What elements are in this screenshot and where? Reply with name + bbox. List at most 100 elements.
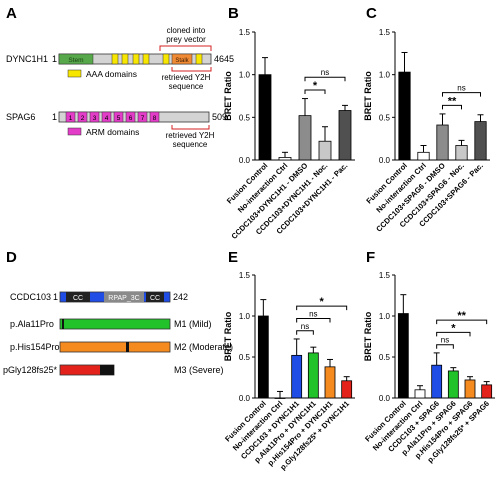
dync1h1-start: 1 bbox=[52, 54, 57, 64]
dync1h1-stem-domain bbox=[58, 53, 94, 65]
aaa-domain-3 bbox=[132, 53, 140, 65]
aaa-domain-1 bbox=[111, 53, 119, 65]
aaa-domain-6 bbox=[195, 53, 203, 65]
bar bbox=[481, 384, 493, 399]
ccdc103-cc-domain-1 bbox=[66, 292, 90, 302]
variant-1-name: p.Ala11Pro bbox=[10, 319, 54, 329]
spag6-end: 509 bbox=[212, 112, 227, 122]
variant-2-name: p.His154Pro bbox=[10, 342, 60, 352]
arm-domain-label: 1 bbox=[69, 115, 73, 122]
aaa-legend-swatch bbox=[67, 69, 82, 78]
y-tick-label: 1.0 bbox=[379, 71, 391, 80]
bar bbox=[318, 140, 332, 161]
ccdc103-name: CCDC103 bbox=[10, 292, 51, 302]
bar bbox=[398, 71, 411, 161]
ccdc103-rpap-label: RPAP_3C bbox=[108, 295, 139, 302]
y-tick-label: 1.5 bbox=[379, 271, 391, 280]
arm-domain-label: 8 bbox=[153, 115, 157, 122]
y-axis-label: BRET Ratio bbox=[223, 311, 233, 361]
spag6-name: SPAG6 bbox=[6, 112, 35, 122]
arm-domain-label: 7 bbox=[141, 115, 145, 122]
y-tick-label: 1.0 bbox=[379, 312, 391, 321]
bar bbox=[278, 157, 292, 161]
bar bbox=[447, 370, 459, 399]
y-axis-label: BRET Ratio bbox=[223, 71, 233, 121]
variant-1-bar bbox=[59, 318, 171, 330]
y-tick-label: 1.5 bbox=[379, 28, 391, 37]
significance-label: ns bbox=[321, 68, 329, 77]
panel-a-schematic: DYNC1H1 1 Stem Stalk 4645 cloned into pr… bbox=[6, 26, 234, 149]
arm-domain-6 bbox=[125, 111, 136, 123]
panel-letter-f: F bbox=[366, 249, 375, 266]
variant-2-label: M2 (Moderate) bbox=[174, 342, 233, 352]
significance-bracket bbox=[436, 344, 454, 349]
y-axis-label: BRET Ratio bbox=[363, 71, 373, 121]
bar bbox=[341, 380, 353, 399]
spag-retrieved-line1: retrieved Y2H bbox=[166, 131, 215, 140]
arm-domain-1 bbox=[65, 111, 76, 123]
arm-legend-label: ARM domains bbox=[86, 127, 139, 137]
variant-1-label: M1 (Mild) bbox=[174, 319, 212, 329]
significance-label: * bbox=[320, 296, 325, 308]
significance-bracket bbox=[296, 317, 331, 323]
significance-bracket bbox=[304, 89, 326, 95]
significance-bracket bbox=[442, 104, 462, 110]
y-tick-label: 0.0 bbox=[239, 394, 251, 403]
panel-letter-d: D bbox=[6, 249, 17, 266]
variant-2-mutation-mark bbox=[126, 342, 129, 352]
cloned-label-line1: cloned into bbox=[167, 26, 206, 35]
bar bbox=[258, 74, 272, 161]
bar bbox=[307, 352, 319, 399]
ccdc103-start: 1 bbox=[53, 292, 58, 302]
aaa-domain-4 bbox=[142, 53, 150, 65]
arm-domain-7 bbox=[137, 111, 148, 123]
significance-label: ** bbox=[457, 310, 466, 322]
aaa-domain-2 bbox=[121, 53, 129, 65]
dync1h1-stalk-domain bbox=[171, 53, 193, 65]
spag-retrieved-line2: sequence bbox=[173, 140, 208, 149]
arm-legend-swatch bbox=[67, 127, 82, 136]
ccdc103-cc-domain-2 bbox=[146, 292, 164, 302]
panel-letter-b: B bbox=[228, 5, 239, 22]
dync1h1-name: DYNC1H1 bbox=[6, 54, 48, 64]
significance-label: * bbox=[451, 322, 456, 334]
arm-domain-label: 6 bbox=[129, 115, 133, 122]
bar bbox=[464, 379, 476, 399]
bar bbox=[397, 313, 409, 399]
ccdc103-cc1-label: CC bbox=[73, 295, 83, 302]
panel-letter-c: C bbox=[366, 5, 377, 22]
arm-domain-label: 2 bbox=[81, 115, 85, 122]
panel-d-schematic: CCDC103 1 CC RPAP_3C CC 242 p.Ala11Pro M… bbox=[3, 291, 233, 376]
significance-bracket bbox=[436, 319, 488, 325]
bar bbox=[274, 397, 286, 399]
panel-letter-e: E bbox=[228, 249, 238, 266]
variant-3-name: pGly128fs25* bbox=[3, 365, 58, 375]
ccdc103-rpap-domain bbox=[104, 292, 144, 302]
aaa-legend-label: AAA domains bbox=[86, 69, 137, 79]
arm-domains: 1 2 3 4 5 6 7 8 bbox=[65, 111, 160, 123]
variant-3-label: M3 (Severe) bbox=[174, 365, 224, 375]
y-tick-label: 0.5 bbox=[239, 353, 251, 362]
y-tick-label: 1.0 bbox=[239, 71, 251, 80]
y-tick-label: 0.0 bbox=[379, 156, 391, 165]
significance-bracket bbox=[296, 305, 348, 311]
significance-label: ns bbox=[301, 322, 309, 331]
bar bbox=[455, 145, 468, 161]
significance-label: ns bbox=[457, 84, 465, 93]
cloned-bracket bbox=[159, 45, 212, 51]
spag6-start: 1 bbox=[52, 112, 57, 122]
bar bbox=[474, 121, 487, 161]
variant-1-mutation-mark bbox=[62, 319, 64, 329]
dync-retrieved-line1: retrieved Y2H bbox=[162, 73, 211, 82]
arm-domain-3 bbox=[89, 111, 100, 123]
y-tick-label: 0.5 bbox=[379, 353, 391, 362]
arm-domain-2 bbox=[77, 111, 88, 123]
bar bbox=[417, 151, 430, 161]
dync1h1-end: 4645 bbox=[214, 54, 234, 64]
arm-domain-8 bbox=[149, 111, 160, 123]
bar bbox=[338, 110, 352, 161]
